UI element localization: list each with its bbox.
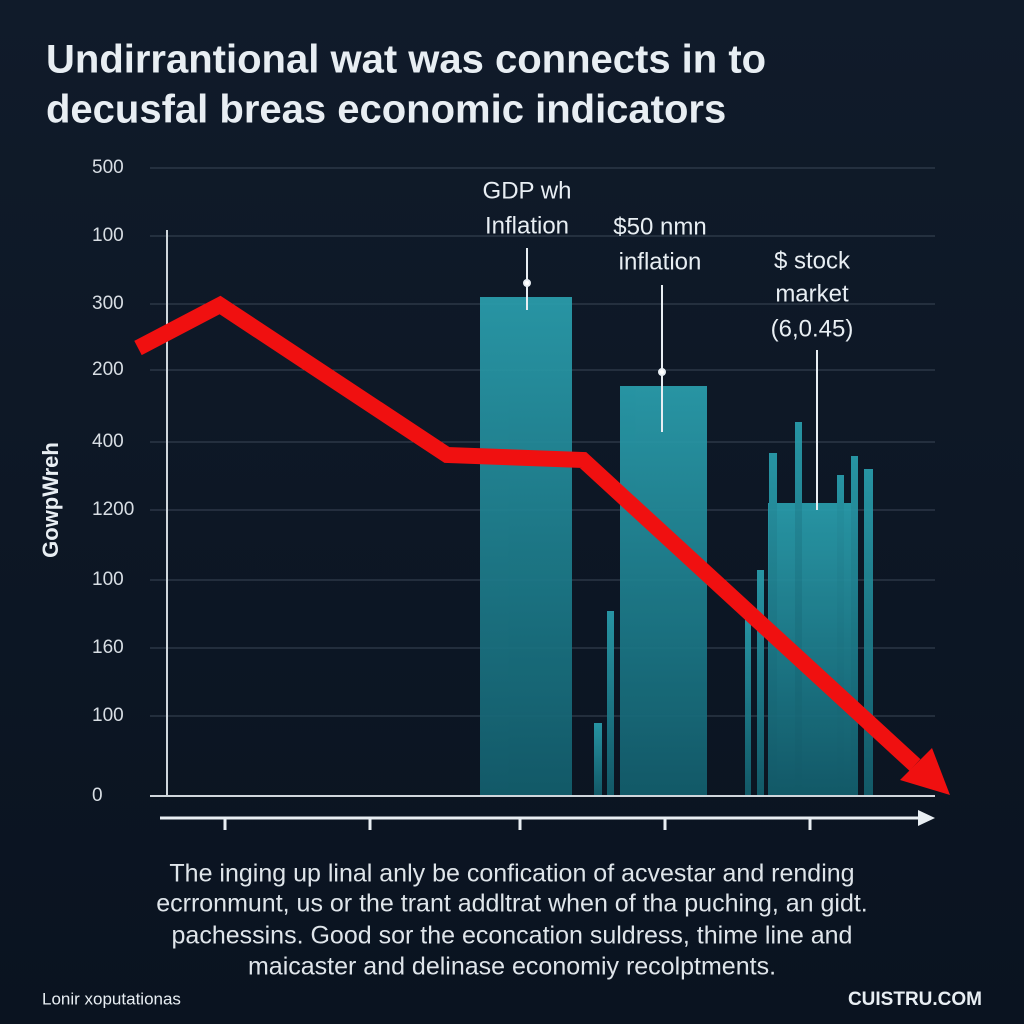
- x-ticks: [223, 818, 812, 830]
- x-axis-arrow: [918, 810, 935, 826]
- y-axis-label: GowpWreh: [38, 442, 63, 558]
- annotation: market: [775, 280, 849, 307]
- bar: [795, 422, 802, 795]
- bar: [837, 475, 844, 795]
- bar: [757, 570, 764, 795]
- bar: [851, 456, 858, 795]
- footer-right: CUISTRU.COM: [848, 989, 982, 1010]
- y-tick-label: 200: [92, 359, 124, 380]
- annotation: (6,0.45): [771, 315, 854, 342]
- bar: [607, 611, 614, 795]
- y-tick-label: 100: [92, 569, 124, 590]
- bar: [480, 297, 572, 795]
- caption-line: maicaster and delinase economiy recolptm…: [248, 953, 776, 981]
- y-tick-label: 0: [92, 785, 103, 806]
- y-tick-label: 500: [92, 157, 124, 178]
- trend-line: [134, 295, 921, 771]
- y-tick-label: 100: [92, 705, 124, 726]
- bar: [745, 615, 751, 795]
- bar: [594, 723, 602, 795]
- annotation: GDP wh: [483, 177, 572, 204]
- leader-lines: [523, 248, 818, 510]
- bar: [620, 386, 707, 795]
- y-tick-label: 300: [92, 293, 124, 314]
- caption-line: ecrronmunt, us or the trant addltrat whe…: [156, 890, 868, 918]
- title-line: decusfal breas economic indicators: [46, 88, 726, 132]
- caption-line: The inging up linal anly be confication …: [169, 860, 854, 888]
- bars: [480, 297, 873, 795]
- y-tick-label: 160: [92, 637, 124, 658]
- footer-left: Lonir xoputationas: [42, 989, 181, 1008]
- annotation: $50 nmn: [613, 213, 706, 240]
- y-tick-label: 100: [92, 225, 124, 246]
- y-tick-label: 400: [92, 431, 124, 452]
- bar: [864, 469, 873, 795]
- annotations: GDP wh Inflation $50 nmn inflation $ stock ma…: [483, 177, 854, 342]
- annotation: Inflation: [485, 212, 569, 239]
- title-line: Undirrantional wat was connects in to: [46, 38, 766, 82]
- trend-arrowhead: [900, 748, 950, 795]
- grid: 500 100 300 200 400 1200 100 160 100 0: [92, 157, 935, 806]
- annotation: inflation: [619, 248, 702, 275]
- caption: The inging up linal anly be confication …: [156, 860, 868, 981]
- annotation: $ stock: [774, 247, 851, 274]
- y-tick-label: 1200: [92, 499, 134, 520]
- caption-line: pachessins. Good sor the econcation suld…: [172, 922, 853, 950]
